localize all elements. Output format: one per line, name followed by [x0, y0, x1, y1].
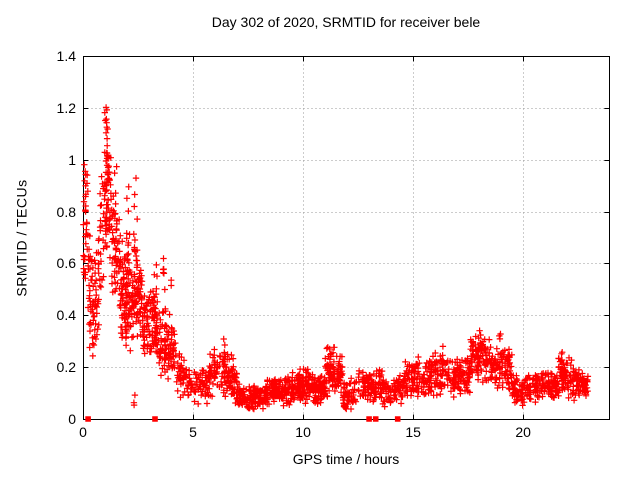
y-tick-label: 1.2 [56, 99, 76, 116]
plot-border [83, 56, 610, 420]
x-axis-label: GPS time / hours [292, 451, 400, 467]
y-tick-label: 1.4 [56, 48, 76, 64]
grid-lines [83, 56, 609, 419]
y-tick-label: 0.4 [56, 307, 76, 324]
x-tick-label: 10 [295, 424, 311, 440]
y-tick-label: 0 [68, 411, 76, 427]
y-tick-label: 0.2 [56, 359, 76, 376]
x-tick-label: 0 [79, 424, 87, 440]
scatter-series [80, 104, 592, 413]
x-tick-label: 5 [189, 424, 197, 440]
x-tick-label: 20 [515, 424, 531, 440]
chart-title: Day 302 of 2020, SRMTID for receiver bel… [211, 14, 481, 30]
y-tick-label: 0.6 [56, 255, 76, 272]
y-tick-label: 0.8 [56, 203, 76, 220]
axis-ticks [83, 56, 610, 420]
y-tick-label: 1 [68, 151, 76, 168]
x-tick-label: 15 [405, 424, 421, 440]
zero-marker-series [85, 416, 401, 422]
